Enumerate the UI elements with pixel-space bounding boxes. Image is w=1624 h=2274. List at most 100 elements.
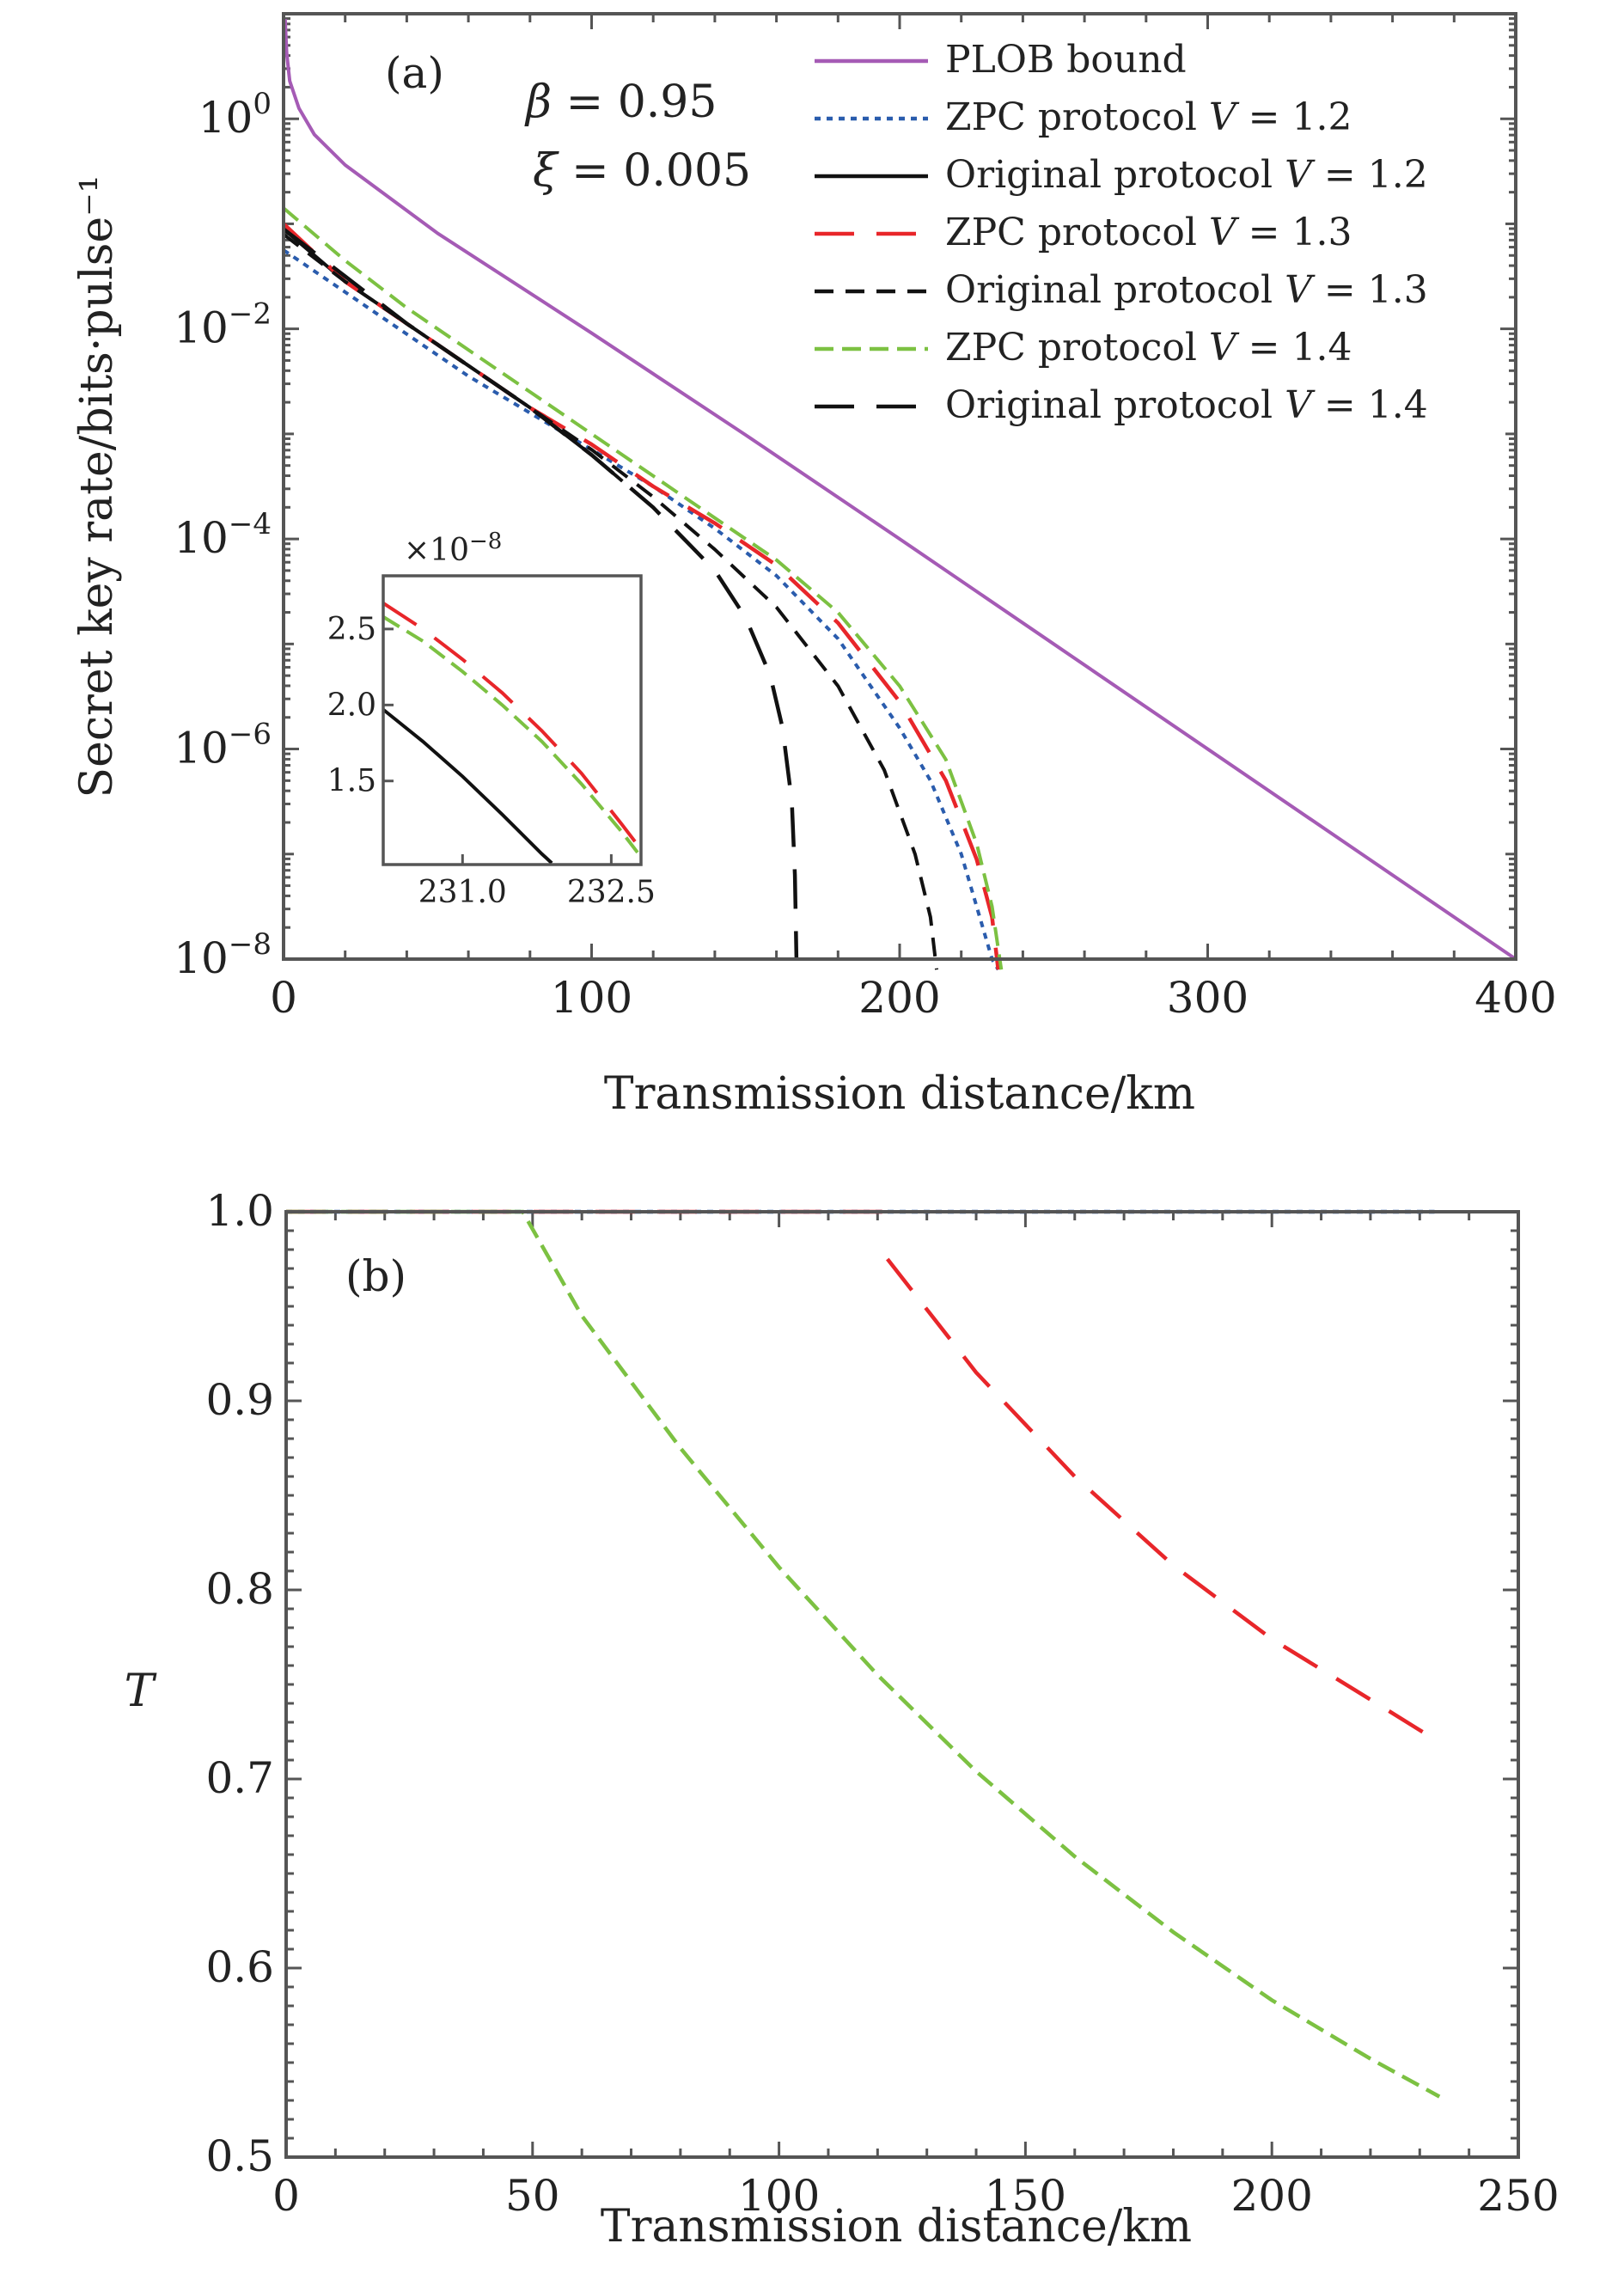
legend-text: PLOB bound bbox=[945, 38, 1187, 82]
panel-b-x-tick-label: 200 bbox=[1230, 2171, 1312, 2221]
series-line-plob bbox=[283, 19, 1517, 961]
legend-label-orig14: Original protocol V = 1.4 bbox=[945, 383, 1428, 427]
panel-a-inset: 231.0 232.5 1.5 2.0 2.5 ×10−8 bbox=[327, 529, 656, 910]
panel-b-x-tick-label: 0 bbox=[272, 2171, 300, 2221]
panel-a-x-tick-label: 300 bbox=[1167, 973, 1249, 1023]
panel-b-label: (b) bbox=[345, 1251, 406, 1301]
panel-b-y-tick-label: 0.9 bbox=[205, 1375, 274, 1425]
legend-label-zpc13: ZPC protocol V = 1.3 bbox=[945, 211, 1352, 254]
panel-b-y-axis-title: T bbox=[125, 1666, 157, 1717]
tick-label-base: 10 bbox=[174, 724, 229, 773]
tick-label-base: 10 bbox=[198, 93, 253, 143]
inset-frame bbox=[382, 574, 643, 866]
tick-label-base: 10 bbox=[174, 303, 229, 353]
panel-a-x-tick-label: 0 bbox=[270, 973, 297, 1023]
panel-a-series bbox=[282, 19, 1517, 971]
legend-value: = 1.4 bbox=[1312, 383, 1428, 427]
panel-b: 0 50 100 150 200 250 0.5 0.6 0.7 0.8 0.9 1.0 Trans… bbox=[125, 1186, 1560, 2253]
panel-b-x-tick-label: 100 bbox=[738, 2171, 820, 2221]
inset-series bbox=[382, 602, 643, 865]
inset-x-tick-label: 232.5 bbox=[567, 875, 656, 910]
panel-b-y-tick-label: 1.0 bbox=[205, 1186, 274, 1236]
legend-variable: V bbox=[1285, 153, 1316, 197]
legend-value: = 1.2 bbox=[1236, 95, 1352, 139]
legend-text: Original protocol bbox=[945, 383, 1273, 427]
panel-a-x-tick-label: 200 bbox=[858, 973, 940, 1023]
inset-background bbox=[383, 576, 641, 865]
series-line-orig14 bbox=[282, 227, 799, 960]
legend-variable: V bbox=[1285, 268, 1316, 312]
beta-annotation: β = 0.95 bbox=[524, 76, 717, 128]
legend-variable: V bbox=[1285, 383, 1316, 427]
panel-a-x-tick-labels: 0 100 200 300 400 bbox=[270, 973, 1557, 1023]
panel-a-x-tick-label: 400 bbox=[1474, 973, 1556, 1023]
legend-text: Original protocol bbox=[945, 153, 1273, 197]
panel-a-y-tick-label: 100 bbox=[198, 87, 272, 143]
panel-a-x-axis-title: Transmission distance/km bbox=[604, 1068, 1195, 1120]
panel-b-x-tick-label: 50 bbox=[505, 2171, 560, 2221]
series-line-zpc12 bbox=[282, 248, 1000, 971]
legend-label-zpc14: ZPC protocol V = 1.4 bbox=[945, 326, 1352, 370]
series-line-zpc14 bbox=[282, 206, 1004, 970]
legend-label-zpc12: ZPC protocol V = 1.2 bbox=[945, 95, 1352, 139]
panel-b-series bbox=[286, 1209, 1441, 2099]
inset-y-tick-label: 1.5 bbox=[327, 764, 376, 799]
legend-label-orig13: Original protocol V = 1.3 bbox=[945, 268, 1428, 312]
panel-b-y-tick-label: 0.8 bbox=[205, 1564, 274, 1614]
inset-y-tick-label: 2.0 bbox=[327, 688, 376, 723]
legend-value: = 1.4 bbox=[1236, 326, 1352, 370]
tick-label-exponent: −2 bbox=[229, 297, 272, 332]
legend-text: ZPC protocol bbox=[945, 326, 1197, 370]
series-line-zpc13 bbox=[886, 1257, 1436, 1741]
panel-a-y-tick-label: 10−8 bbox=[174, 927, 272, 983]
inset-ticks: 231.0 232.5 1.5 2.0 2.5 bbox=[327, 612, 656, 910]
panel-b-y-tick-label: 0.5 bbox=[205, 2131, 274, 2181]
inset-x-tick-label: 231.0 bbox=[418, 875, 507, 910]
inset-multiplier-exp: −8 bbox=[469, 529, 502, 554]
legend-variable: V bbox=[1209, 211, 1240, 254]
series-line-zpc14 bbox=[286, 1209, 1441, 2099]
xi-symbol: ξ bbox=[533, 145, 559, 197]
panel-a-frame bbox=[282, 12, 1517, 961]
tick-label-base: 10 bbox=[174, 513, 229, 563]
tick-label-exponent: −6 bbox=[229, 718, 272, 752]
inset-series-line bbox=[382, 708, 553, 865]
panel-b-x-tick-label: 150 bbox=[985, 2171, 1066, 2221]
tick-label-exponent: 0 bbox=[253, 87, 272, 121]
beta-symbol: β bbox=[524, 76, 552, 128]
panel-a-label: (a) bbox=[385, 48, 444, 98]
panel-a-y-tick-label: 10−2 bbox=[174, 297, 272, 353]
legend-value: = 1.3 bbox=[1312, 268, 1428, 312]
legend-variable: V bbox=[1209, 326, 1240, 370]
series-line-zpc13 bbox=[282, 222, 1000, 970]
panel-a-y-tick-label: 10−4 bbox=[174, 507, 272, 563]
inset-multiplier: ×10−8 bbox=[404, 529, 502, 568]
xi-value: = 0.005 bbox=[558, 145, 752, 197]
panel-b-x-tick-labels: 0 50 100 150 200 250 bbox=[272, 2171, 1560, 2221]
legend-text: ZPC protocol bbox=[945, 211, 1197, 254]
beta-value: = 0.95 bbox=[552, 76, 717, 128]
inset-series-line bbox=[382, 615, 643, 859]
inset-series-line bbox=[382, 602, 643, 851]
xi-annotation: ξ = 0.005 bbox=[533, 145, 751, 197]
panel-a-x-tick-label: 100 bbox=[551, 973, 632, 1023]
inset-y-tick-label: 2.5 bbox=[327, 612, 376, 647]
panel-b-x-tick-label: 250 bbox=[1477, 2171, 1559, 2221]
legend-value: = 1.3 bbox=[1236, 211, 1352, 254]
series-line-orig13 bbox=[282, 233, 939, 970]
inset-multiplier-base: ×10 bbox=[404, 533, 469, 568]
panel-b-y-tick-label: 0.6 bbox=[205, 1942, 274, 1992]
panel-a-y-tick-label: 10−6 bbox=[174, 718, 272, 773]
legend-label-orig12: Original protocol V = 1.2 bbox=[945, 153, 1428, 197]
panel-a-y-axis-title: Secret key rate/bits·pulse⁻¹ bbox=[71, 174, 123, 798]
panel-b-frame bbox=[284, 1210, 1520, 2159]
tick-label-exponent: −4 bbox=[229, 507, 272, 541]
legend-variable: V bbox=[1209, 95, 1240, 139]
legend-value: = 1.2 bbox=[1312, 153, 1428, 197]
tick-label-base: 10 bbox=[174, 933, 229, 983]
legend-text: ZPC protocol bbox=[945, 95, 1197, 139]
